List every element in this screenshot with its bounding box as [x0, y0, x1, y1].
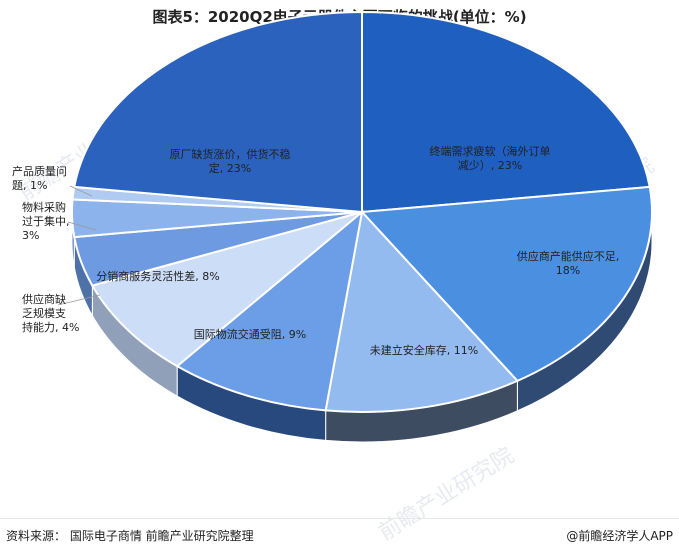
pie-slice — [175, 209, 364, 412]
pie-data-label: 分销商服务灵活性差, 8% — [96, 269, 219, 283]
pie-data-label: 产品质量问题, 1% — [12, 164, 67, 192]
pie-data-label: 未建立安全库存, 11% — [370, 343, 478, 357]
label-leader-line — [69, 185, 93, 197]
pie-slice — [90, 211, 363, 368]
pie-data-label: 供应商产能供应不足, 18% — [517, 249, 620, 277]
pie-slices — [71, 10, 653, 413]
pie-data-label: 国际物流交通受阻, 9% — [194, 327, 306, 341]
pie-slice — [73, 10, 363, 214]
label-leader-line — [67, 221, 97, 231]
pie-data-label: 物料采购过于集中, 3% — [22, 200, 70, 242]
pie-slice — [361, 10, 651, 214]
pie-data-label: 终端需求疲软（海外订单减少）, 23% — [430, 144, 551, 172]
pie-data-label: 原厂缺货涨价，供货不稳定, 23% — [170, 147, 291, 175]
brand-credit: @前瞻经济学人APP — [566, 529, 673, 543]
watermark-text: 前瞻产业研究院 — [375, 443, 519, 546]
pie-data-label: 供应商缺乏规模支持能力, 4% — [22, 292, 79, 334]
pie-slice — [324, 209, 520, 413]
footer-divider — [0, 518, 679, 519]
source-note: 资料来源： 国际电子商情 前瞻产业研究院整理 — [6, 529, 254, 543]
pie-slice — [359, 185, 653, 383]
label-leader-line — [57, 294, 101, 306]
pie-labels: 终端需求疲软（海外订单减少）, 23% 供应商产能供应不足, 18% 未建立安全库存,… — [12, 144, 619, 357]
